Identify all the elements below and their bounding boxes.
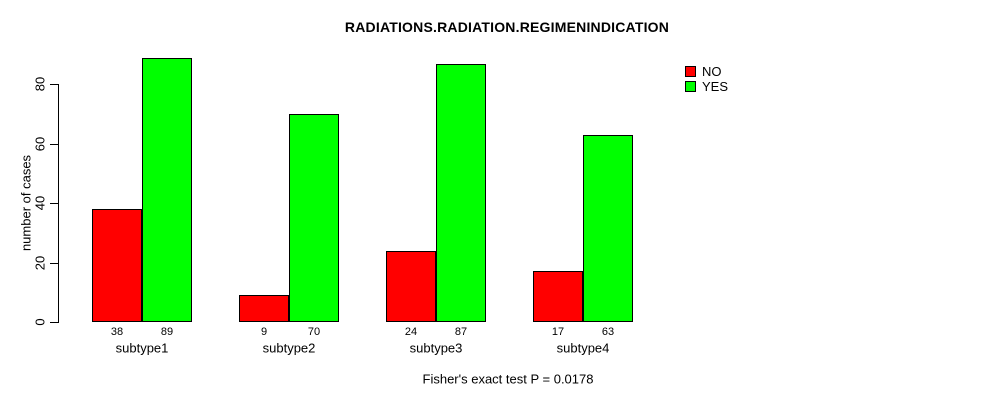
- caption: Fisher's exact test P = 0.0178: [422, 371, 594, 387]
- legend-item-yes: YES: [685, 80, 728, 93]
- legend-label: YES: [702, 79, 729, 94]
- bar-yes-subtype3: [436, 63, 486, 322]
- legend-swatch-yes: [685, 81, 696, 92]
- y-axis-tick: [50, 322, 58, 323]
- bar-yes-subtype1: [142, 57, 192, 322]
- bar-value-label: 87: [454, 326, 468, 338]
- y-axis-tick: [50, 262, 58, 264]
- y-tick-label: 20: [32, 255, 48, 270]
- bar-value-label: 24: [404, 326, 418, 338]
- legend-label: NO: [702, 64, 722, 79]
- y-axis-tick: [50, 143, 58, 145]
- y-tick-label: 40: [32, 195, 48, 211]
- x-tick-label-subtype4: subtype4: [556, 340, 610, 356]
- y-tick-label: 0: [32, 318, 48, 326]
- bar-yes-subtype2: [289, 114, 339, 322]
- y-axis-tick: [50, 84, 58, 86]
- x-tick-label-subtype1: subtype1: [115, 340, 169, 356]
- x-tick-label-subtype2: subtype2: [262, 340, 316, 356]
- bar-value-label: 17: [551, 326, 565, 338]
- legend-item-no: NO: [685, 65, 728, 78]
- chart-title: RADIATIONS.RADIATION.REGIMENINDICATION: [344, 19, 670, 35]
- bar-no-subtype2: [239, 295, 289, 322]
- bar-value-label: 63: [601, 326, 615, 338]
- bar-yes-subtype4: [583, 134, 633, 322]
- y-axis-tick: [50, 203, 58, 205]
- y-axis-line: [58, 84, 59, 323]
- y-tick-label: 80: [32, 77, 48, 92]
- y-tick-label: 60: [32, 136, 48, 151]
- bar-no-subtype1: [92, 209, 142, 322]
- bar-no-subtype3: [386, 250, 436, 322]
- bar-no-subtype4: [533, 271, 583, 322]
- legend-swatch-no: [685, 66, 696, 77]
- bar-value-label: 70: [307, 326, 321, 338]
- legend: NO YES: [685, 65, 728, 95]
- bar-value-label: 9: [260, 326, 268, 338]
- x-tick-label-subtype3: subtype3: [409, 340, 463, 356]
- bar-value-label: 89: [160, 326, 174, 338]
- bar-value-label: 38: [110, 326, 124, 338]
